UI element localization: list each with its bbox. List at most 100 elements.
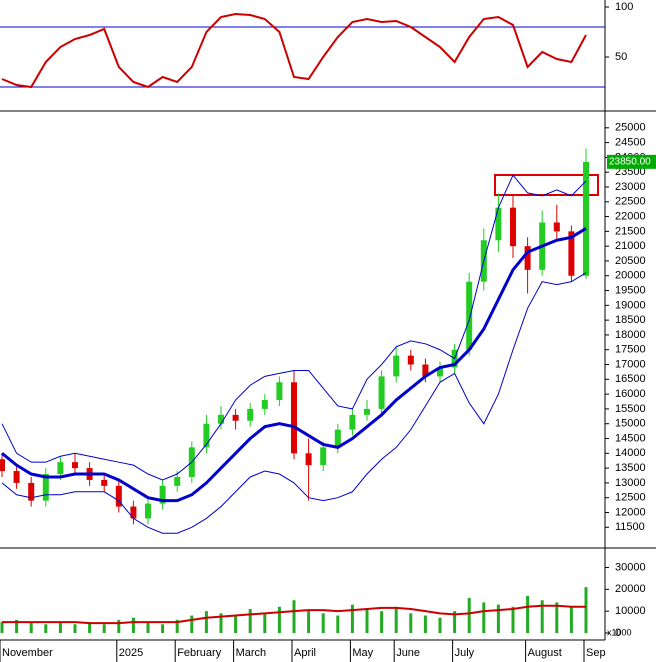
candle-body <box>422 364 429 377</box>
candle-body <box>568 231 575 276</box>
y-tick-label: 18000 <box>615 329 646 341</box>
volume-bar <box>584 587 588 633</box>
volume-bar <box>263 613 267 633</box>
volume-bar <box>438 617 442 633</box>
y-tick-label: 50 <box>615 51 627 63</box>
volume-bar <box>73 624 77 633</box>
volume-bar <box>409 613 413 633</box>
y-tick-label: 21000 <box>615 240 646 252</box>
candle-body <box>218 414 224 424</box>
volume-bar <box>350 604 354 633</box>
volume-bar <box>482 602 486 633</box>
x-tick-label: April <box>294 647 316 659</box>
volume-bar <box>190 615 194 633</box>
y-tick-label: 18500 <box>615 314 646 326</box>
y-tick-label: 16500 <box>615 373 646 385</box>
candle-body <box>72 462 78 469</box>
candle-body <box>437 367 443 377</box>
volume-bar <box>365 608 369 633</box>
y-tick-label: 14000 <box>615 447 646 459</box>
volume-bar <box>29 622 33 633</box>
candle-body <box>130 506 137 519</box>
candle-body <box>305 453 312 466</box>
volume-bar <box>277 606 281 633</box>
candle-body <box>13 471 20 483</box>
volume-bar <box>307 611 311 633</box>
x-tick-label: November <box>2 647 53 659</box>
candle-body <box>349 414 356 430</box>
volume-bar <box>58 622 62 633</box>
series-line <box>2 604 586 625</box>
volume-bar <box>569 606 573 633</box>
y-tick-label: 100 <box>615 1 633 13</box>
volume-bar <box>219 613 223 633</box>
y-tick-label: 20000 <box>615 583 646 595</box>
series-line <box>1 227 587 503</box>
candle-body <box>276 382 283 401</box>
volume-bar <box>146 622 150 633</box>
volume-bar <box>496 604 500 633</box>
highlight-box <box>494 174 599 196</box>
y-tick-label: 25000 <box>615 122 646 134</box>
y-tick-label: 20500 <box>615 255 646 267</box>
series-line <box>1 174 587 481</box>
volume-bar <box>234 615 238 633</box>
y-tick-label: 13000 <box>615 477 646 489</box>
volume-bar <box>161 624 165 633</box>
volume-bar <box>0 622 4 633</box>
candle-body <box>203 423 210 448</box>
unit-label: x1000 <box>607 627 632 637</box>
y-tick-label: 11500 <box>615 521 645 533</box>
candle-body <box>145 503 151 519</box>
volume-bar <box>204 611 208 633</box>
y-tick-label: 19000 <box>615 299 646 311</box>
candle-body <box>57 462 64 475</box>
y-tick-label: 15500 <box>615 403 646 415</box>
x-tick-label: August <box>528 647 562 659</box>
candle-body <box>407 355 414 365</box>
candle-body <box>466 281 473 350</box>
y-tick-label: 0 <box>615 627 621 639</box>
y-tick-label: 22500 <box>615 196 646 208</box>
volume-bar <box>321 613 325 633</box>
candle-body <box>115 485 122 507</box>
volume-bar <box>175 619 179 633</box>
candle-body <box>524 246 531 270</box>
candle-body <box>232 414 239 421</box>
volume-bar <box>88 622 92 633</box>
y-tick-label: 15000 <box>615 418 646 430</box>
volume-bar <box>453 611 457 633</box>
candle-body <box>247 408 254 421</box>
y-tick-label: 17000 <box>615 358 646 370</box>
series-line <box>1 272 587 534</box>
y-tick-label: 20000 <box>615 270 646 282</box>
volume-bar <box>248 608 252 633</box>
candle-body <box>393 355 400 377</box>
candle-body <box>291 382 297 454</box>
volume-bar <box>555 602 559 633</box>
volume-bar <box>15 619 19 633</box>
y-tick-label: 30000 <box>615 561 646 573</box>
y-tick-label: 12000 <box>615 506 646 518</box>
y-tick-label: 12500 <box>615 492 646 504</box>
candle-body <box>364 408 370 415</box>
volume-bar <box>380 611 384 633</box>
y-tick-label: 10000 <box>615 605 646 617</box>
y-tick-label: 13500 <box>615 462 646 474</box>
y-tick-label: 24500 <box>615 136 646 148</box>
volume-bar <box>336 615 340 633</box>
volume-bar <box>540 600 544 633</box>
candle-body <box>378 376 385 409</box>
y-tick-label: 19500 <box>615 284 646 296</box>
candle-body <box>28 482 35 501</box>
volume-bar <box>511 606 515 633</box>
candle-body <box>334 429 341 448</box>
x-tick-label: Sep <box>586 647 606 659</box>
volume-bar <box>467 598 471 633</box>
x-tick-label: June <box>396 647 420 659</box>
volume-bar <box>394 606 398 633</box>
candle-body <box>0 459 5 472</box>
candle-body <box>553 222 560 232</box>
candle-body <box>320 447 327 466</box>
